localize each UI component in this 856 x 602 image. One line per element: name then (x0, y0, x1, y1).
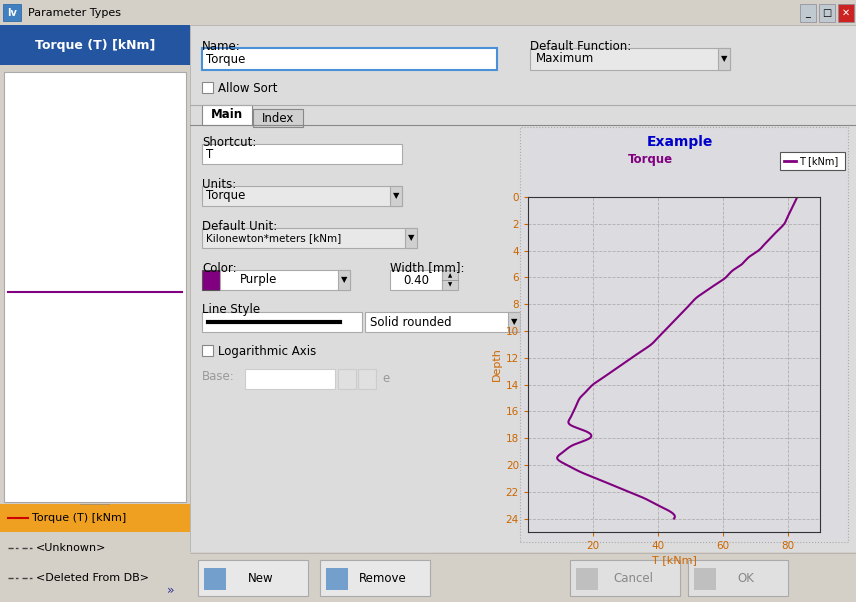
Bar (220, 270, 350, 290)
Text: Maximum: Maximum (536, 52, 594, 66)
Bar (204, 568, 226, 590)
Text: Color:: Color: (202, 261, 236, 275)
Bar (508, 312, 520, 332)
Text: T [kNm]: T [kNm] (799, 156, 838, 166)
Bar (338, 270, 350, 290)
Bar (202, 48, 497, 70)
Text: Allow Sort: Allow Sort (218, 81, 277, 95)
Text: Name:: Name: (202, 40, 241, 54)
Bar (390, 270, 442, 290)
Text: Parameter Types: Parameter Types (28, 7, 121, 17)
Bar (0, 564, 190, 592)
Text: Torque: Torque (206, 52, 246, 66)
Bar (688, 560, 788, 596)
Bar (819, 4, 835, 22)
Text: Torque (T) [kNm]: Torque (T) [kNm] (32, 513, 126, 523)
Bar (253, 109, 303, 127)
Text: ▼: ▼ (721, 55, 728, 63)
Text: Units:: Units: (202, 178, 236, 190)
Text: ✕: ✕ (842, 8, 850, 18)
Text: New: New (248, 571, 274, 585)
Bar (694, 568, 716, 590)
Bar (202, 144, 402, 164)
Text: Remove: Remove (360, 571, 407, 585)
Text: Base:: Base: (202, 370, 235, 383)
Bar (0, 504, 190, 532)
Text: Index: Index (262, 111, 294, 125)
Bar (365, 312, 520, 332)
Text: Solid rounded: Solid rounded (370, 315, 452, 329)
Bar (202, 345, 213, 356)
Text: ▼: ▼ (448, 282, 452, 288)
Bar (576, 568, 598, 590)
Text: Default Function:: Default Function: (530, 40, 631, 54)
Text: _: _ (805, 8, 811, 18)
Text: Width [mm]:: Width [mm]: (390, 261, 465, 275)
Bar (326, 568, 348, 590)
Bar (320, 560, 430, 596)
Text: ▼: ▼ (511, 317, 517, 326)
Bar (202, 312, 362, 332)
X-axis label: T [kNm]: T [kNm] (651, 555, 697, 565)
Bar (520, 127, 848, 542)
Text: Main: Main (211, 108, 243, 122)
Text: lv: lv (7, 7, 17, 17)
Bar (202, 186, 402, 206)
Text: e: e (382, 373, 389, 385)
Text: Purple: Purple (240, 273, 277, 287)
Text: Logarithmic Axis: Logarithmic Axis (218, 344, 316, 358)
Bar (405, 228, 417, 248)
Text: <Deleted From DB>: <Deleted From DB> (36, 573, 149, 583)
Bar (358, 369, 376, 389)
Bar (0, 25, 190, 65)
Text: □: □ (823, 8, 832, 18)
Bar (0, 534, 190, 562)
Text: Torque: Torque (627, 154, 673, 167)
Text: T: T (206, 147, 213, 161)
Text: Shortcut:: Shortcut: (202, 135, 257, 149)
Bar (245, 369, 335, 389)
Text: ▼: ▼ (407, 234, 414, 243)
Bar (3, 4, 21, 21)
Bar (570, 560, 680, 596)
Bar (202, 105, 252, 125)
Text: Default Unit:: Default Unit: (202, 220, 277, 232)
Bar (4, 72, 186, 502)
Bar (718, 48, 730, 70)
Text: OK: OK (738, 571, 754, 585)
Bar (390, 186, 402, 206)
Text: ▲: ▲ (448, 273, 452, 279)
Bar (202, 228, 417, 248)
Text: ▼: ▼ (341, 276, 348, 285)
Text: Torque: Torque (206, 190, 246, 202)
Text: Torque (T) [kNm]: Torque (T) [kNm] (35, 39, 155, 52)
Bar (198, 560, 308, 596)
Text: Example: Example (647, 135, 713, 149)
Text: 0.40: 0.40 (403, 273, 429, 287)
Text: »: » (168, 584, 175, 597)
Text: <Unknown>: <Unknown> (36, 543, 106, 553)
Y-axis label: Depth: Depth (491, 347, 502, 382)
Bar (780, 152, 845, 170)
Bar (202, 82, 213, 93)
Bar (530, 48, 730, 70)
Text: ▼: ▼ (393, 191, 399, 200)
Text: Cancel: Cancel (613, 571, 653, 585)
Bar (800, 4, 816, 22)
Text: Kilonewton*meters [kNm]: Kilonewton*meters [kNm] (206, 233, 342, 243)
Bar (338, 369, 356, 389)
Bar (838, 4, 854, 22)
Text: Line Style: Line Style (202, 303, 260, 317)
Bar (202, 270, 220, 290)
Bar (442, 270, 458, 290)
